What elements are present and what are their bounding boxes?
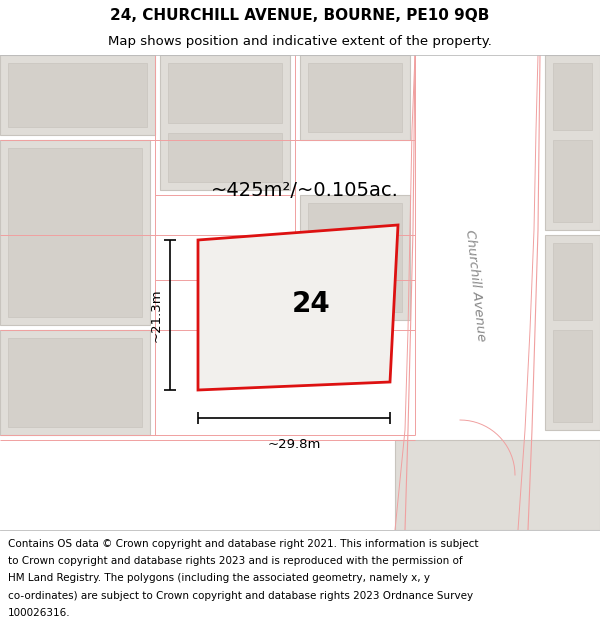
Text: ~425m²/~0.105ac.: ~425m²/~0.105ac.	[211, 181, 399, 199]
Polygon shape	[0, 140, 150, 325]
Polygon shape	[553, 243, 592, 320]
Text: 24: 24	[292, 290, 331, 318]
Text: 24, CHURCHILL AVENUE, BOURNE, PE10 9QB: 24, CHURCHILL AVENUE, BOURNE, PE10 9QB	[110, 8, 490, 23]
Text: to Crown copyright and database rights 2023 and is reproduced with the permissio: to Crown copyright and database rights 2…	[8, 556, 463, 566]
Text: HM Land Registry. The polygons (including the associated geometry, namely x, y: HM Land Registry. The polygons (includin…	[8, 573, 430, 583]
Polygon shape	[0, 330, 150, 435]
Polygon shape	[160, 55, 290, 190]
Polygon shape	[168, 63, 282, 123]
Text: ~21.3m: ~21.3m	[149, 288, 163, 342]
Polygon shape	[8, 338, 142, 427]
Polygon shape	[553, 140, 592, 222]
Polygon shape	[308, 203, 402, 312]
Text: Churchill Avenue: Churchill Avenue	[463, 229, 487, 341]
Polygon shape	[0, 440, 600, 530]
Polygon shape	[395, 55, 538, 530]
Text: co-ordinates) are subject to Crown copyright and database rights 2023 Ordnance S: co-ordinates) are subject to Crown copyr…	[8, 591, 473, 601]
Polygon shape	[0, 55, 155, 135]
Polygon shape	[545, 55, 600, 230]
Text: ~29.8m: ~29.8m	[268, 438, 320, 451]
Polygon shape	[545, 235, 600, 430]
Polygon shape	[300, 55, 410, 140]
Polygon shape	[8, 148, 142, 317]
Polygon shape	[198, 225, 398, 390]
Polygon shape	[168, 133, 282, 182]
Text: Contains OS data © Crown copyright and database right 2021. This information is : Contains OS data © Crown copyright and d…	[8, 539, 478, 549]
Polygon shape	[405, 55, 540, 530]
Polygon shape	[395, 440, 600, 530]
Text: Map shows position and indicative extent of the property.: Map shows position and indicative extent…	[108, 35, 492, 48]
Polygon shape	[300, 195, 410, 320]
Polygon shape	[8, 63, 147, 127]
Polygon shape	[553, 63, 592, 130]
Polygon shape	[553, 330, 592, 422]
Polygon shape	[308, 63, 402, 132]
Text: 100026316.: 100026316.	[8, 608, 70, 618]
